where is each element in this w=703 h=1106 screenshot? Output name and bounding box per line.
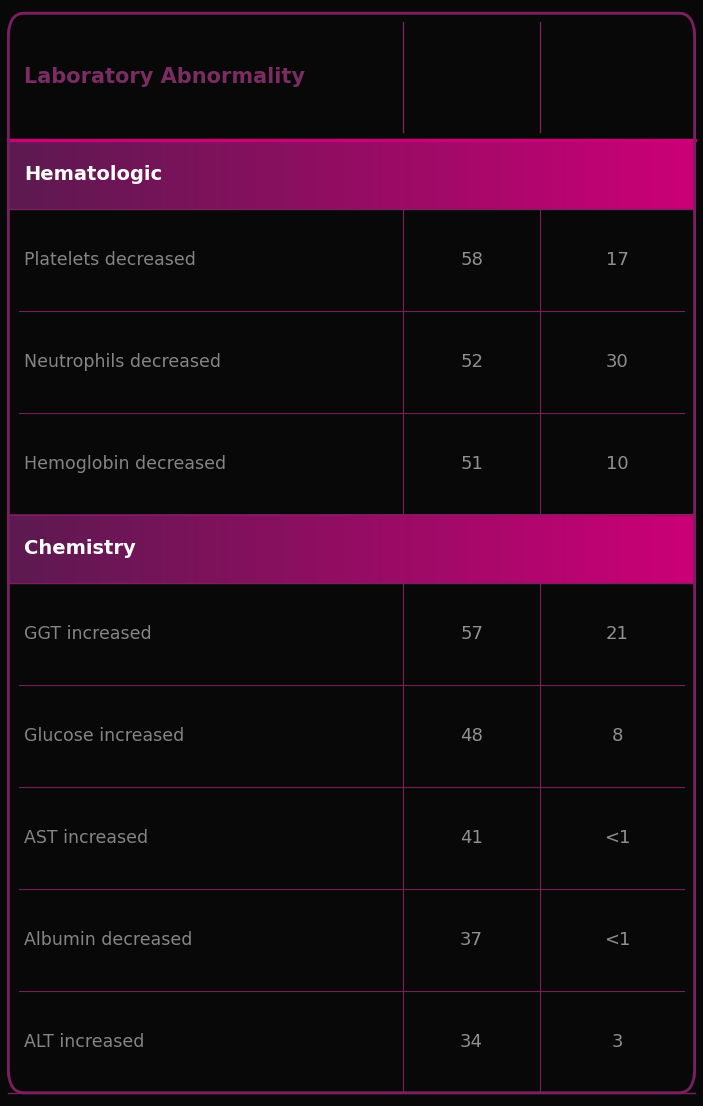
Text: Chemistry: Chemistry (24, 540, 136, 559)
Text: <1: <1 (604, 931, 631, 949)
Text: 51: 51 (460, 455, 483, 472)
Text: 48: 48 (460, 727, 483, 745)
Text: 41: 41 (460, 830, 483, 847)
Text: AST increased: AST increased (24, 830, 148, 847)
Text: 58: 58 (460, 251, 483, 269)
Text: 8: 8 (612, 727, 623, 745)
Text: 34: 34 (460, 1033, 483, 1051)
Text: 37: 37 (460, 931, 483, 949)
Bar (8, 311, 695, 413)
Text: ALT increased: ALT increased (24, 1033, 144, 1051)
Bar (8, 583, 695, 686)
Text: Neutrophils decreased: Neutrophils decreased (24, 353, 221, 371)
Text: Laboratory Abnormality: Laboratory Abnormality (24, 66, 305, 87)
Bar (8, 991, 695, 1093)
Bar (8, 889, 695, 991)
Text: 57: 57 (460, 625, 483, 644)
Text: Platelets decreased: Platelets decreased (24, 251, 195, 269)
Text: <1: <1 (604, 830, 631, 847)
Text: 17: 17 (606, 251, 628, 269)
Bar (8, 13, 695, 140)
Text: 52: 52 (460, 353, 483, 371)
Text: Hematologic: Hematologic (24, 165, 162, 185)
Text: Hemoglobin decreased: Hemoglobin decreased (24, 455, 226, 472)
Bar (8, 209, 695, 311)
Text: 3: 3 (612, 1033, 623, 1051)
Bar (8, 413, 695, 514)
Text: 30: 30 (606, 353, 628, 371)
Bar (8, 787, 695, 889)
FancyBboxPatch shape (8, 13, 695, 1093)
Text: 21: 21 (606, 625, 628, 644)
Text: GGT increased: GGT increased (24, 625, 152, 644)
Text: Glucose increased: Glucose increased (24, 727, 184, 745)
Text: 10: 10 (606, 455, 628, 472)
Text: Albumin decreased: Albumin decreased (24, 931, 193, 949)
Bar (8, 686, 695, 787)
